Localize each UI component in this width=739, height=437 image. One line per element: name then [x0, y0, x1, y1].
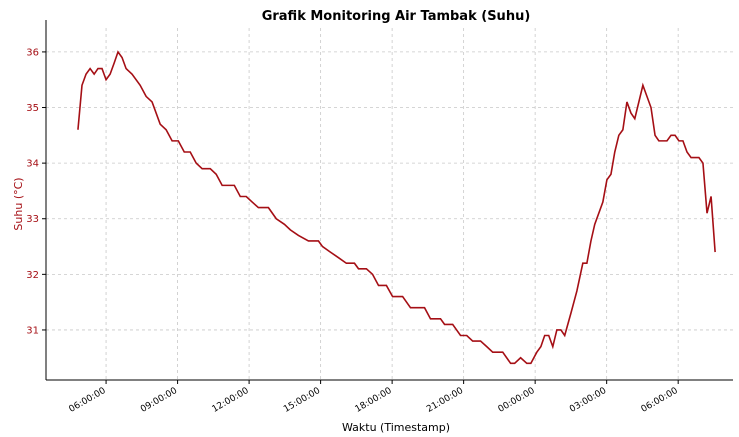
- y-tick-label: 31: [26, 325, 39, 336]
- x-tick-label: 03:00:00: [568, 386, 608, 415]
- y-tick-label: 32: [26, 270, 39, 281]
- x-tick-label: 00:00:00: [497, 386, 537, 415]
- x-tick-label: 06:00:00: [640, 386, 680, 415]
- x-axis-label: Waktu (Timestamp): [342, 421, 450, 434]
- x-tick-label: 15:00:00: [282, 386, 322, 415]
- chart-title: Grafik Monitoring Air Tambak (Suhu): [262, 9, 531, 24]
- y-axis-label: Suhu (°C): [12, 177, 25, 230]
- x-tick-label: 18:00:00: [354, 386, 394, 415]
- x-tick-label: 06:00:00: [68, 386, 108, 415]
- y-tick-label: 35: [26, 103, 39, 114]
- y-tick-label: 36: [26, 47, 39, 58]
- y-tick-label: 34: [26, 159, 39, 170]
- y-tick-label: 33: [26, 214, 39, 225]
- x-tick-label: 09:00:00: [139, 386, 179, 415]
- x-tick-label: 12:00:00: [211, 386, 251, 415]
- data-line: [77, 50, 716, 365]
- x-tick-label: 21:00:00: [425, 386, 465, 415]
